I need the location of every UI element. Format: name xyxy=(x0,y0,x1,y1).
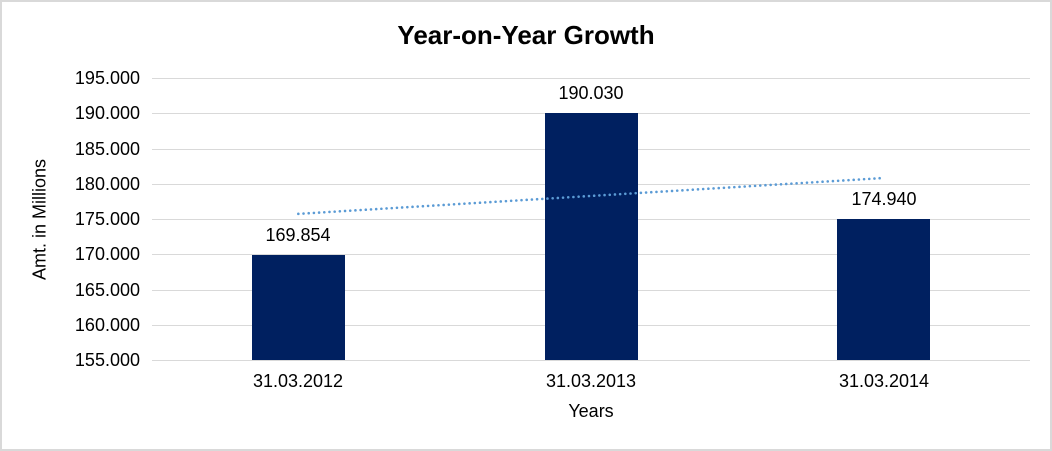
bar[interactable] xyxy=(252,255,345,360)
bar[interactable] xyxy=(837,219,930,360)
gridline xyxy=(152,360,1030,361)
y-tick-label: 165.000 xyxy=(74,280,140,300)
y-tick-label: 190.000 xyxy=(74,103,140,123)
x-tick-label: 31.03.2013 xyxy=(545,371,637,391)
x-tick-label: 31.03.2014 xyxy=(838,371,930,391)
y-tick-label: 160.000 xyxy=(74,315,140,335)
bar-data-label: 174.940 xyxy=(851,189,917,209)
chart-title: Year-on-Year Growth xyxy=(397,20,655,50)
y-tick-label: 180.000 xyxy=(74,174,140,194)
y-tick-label: 155.000 xyxy=(74,350,140,370)
y-tick-label: 175.000 xyxy=(74,209,140,229)
bar-data-label: 169.854 xyxy=(265,225,331,245)
y-tick-label: 185.000 xyxy=(74,139,140,159)
y-tick-label: 170.000 xyxy=(74,244,140,264)
x-axis-title: Years xyxy=(568,401,614,421)
y-tick-label: 195.000 xyxy=(74,68,140,88)
gridline xyxy=(152,78,1030,79)
x-tick-label: 31.03.2012 xyxy=(252,371,344,391)
bar-data-label: 190.030 xyxy=(558,83,624,103)
bar[interactable] xyxy=(545,113,638,360)
